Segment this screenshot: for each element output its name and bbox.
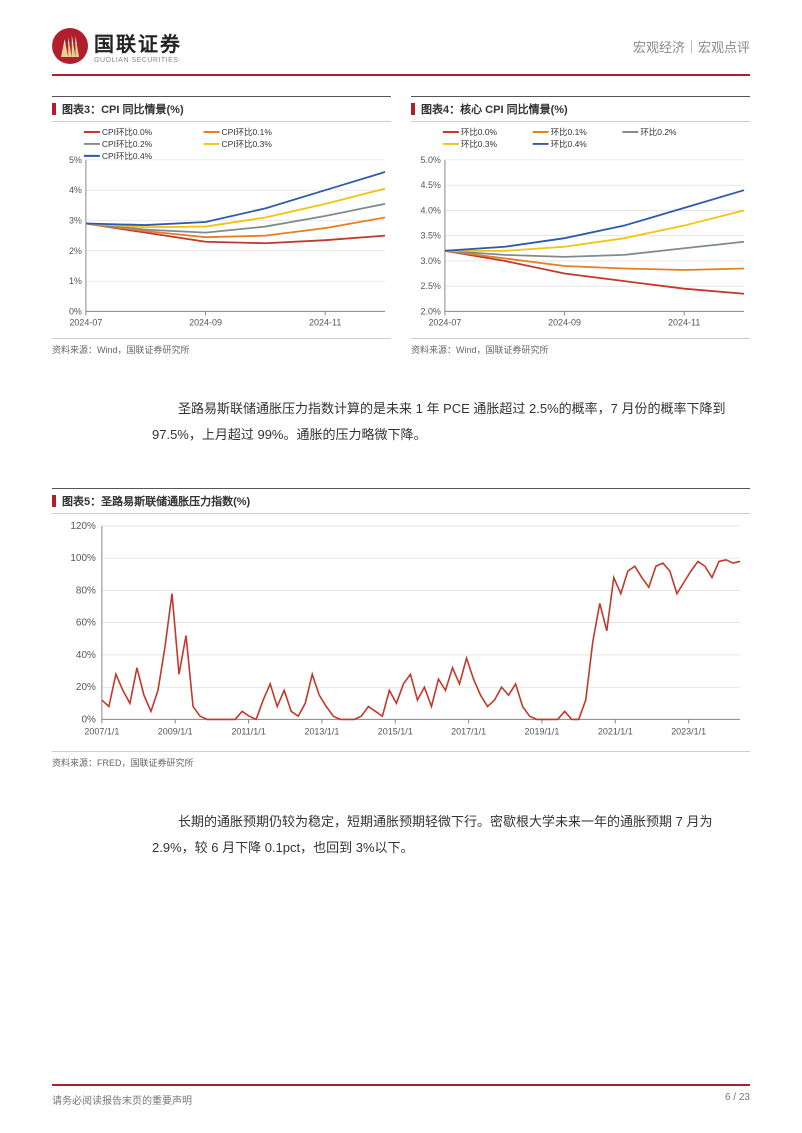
header-category: 宏观经济｜宏观点评 bbox=[633, 37, 750, 56]
chart4-svg: 环比0.0% 环比0.1% 环比0.2% 环比0.3% 环比0.4% 2.0% 2.5% 3.… bbox=[411, 122, 750, 331]
page-footer: 请务必阅读报告末页的重要声明 6 / 23 bbox=[52, 1084, 750, 1107]
svg-text:2015/1/1: 2015/1/1 bbox=[378, 727, 413, 737]
svg-text:环比0.3%: 环比0.3% bbox=[461, 139, 498, 149]
chart5-title: 图表5：圣路易斯联储通胀压力指数(%) bbox=[52, 488, 750, 514]
logo-block: 国联证券 GUOLIAN SECURITIES bbox=[52, 28, 182, 64]
svg-text:环比0.4%: 环比0.4% bbox=[551, 139, 588, 149]
svg-text:20%: 20% bbox=[76, 683, 96, 694]
chart4-title-text: 图表4：核心 CPI 同比情景(%) bbox=[421, 101, 568, 117]
svg-text:2021/1/1: 2021/1/1 bbox=[598, 727, 633, 737]
svg-text:CPI环比0.1%: CPI环比0.1% bbox=[222, 127, 273, 137]
svg-text:2013/1/1: 2013/1/1 bbox=[304, 727, 339, 737]
svg-text:2024-09: 2024-09 bbox=[548, 317, 581, 327]
svg-text:60%: 60% bbox=[76, 618, 96, 629]
svg-text:2007/1/1: 2007/1/1 bbox=[84, 727, 119, 737]
chart3-block: 图表3：CPI 同比情景(%) CPI环比0.0%CPI环比0.1%CPI环比0… bbox=[52, 96, 391, 356]
svg-text:2009/1/1: 2009/1/1 bbox=[158, 727, 193, 737]
chart4-title: 图表4：核心 CPI 同比情景(%) bbox=[411, 96, 750, 122]
svg-text:CPI环比0.4%: CPI环比0.4% bbox=[102, 151, 153, 161]
logo-icon bbox=[52, 28, 88, 64]
chart-row-top: 图表3：CPI 同比情景(%) CPI环比0.0%CPI环比0.1%CPI环比0… bbox=[52, 96, 750, 356]
footer-disclaimer: 请务必阅读报告末页的重要声明 bbox=[52, 1092, 192, 1107]
svg-text:3.0%: 3.0% bbox=[420, 256, 440, 266]
svg-text:环比0.0%: 环比0.0% bbox=[461, 127, 498, 137]
svg-text:4.5%: 4.5% bbox=[420, 180, 440, 190]
chart5-block: 图表5：圣路易斯联储通胀压力指数(%) 0% 20% 40% 60% 80% 100% 12… bbox=[52, 488, 750, 768]
svg-text:5%: 5% bbox=[69, 155, 82, 165]
svg-text:CPI环比0.3%: CPI环比0.3% bbox=[222, 139, 273, 149]
svg-text:5.0%: 5.0% bbox=[420, 155, 440, 165]
svg-text:环比0.1%: 环比0.1% bbox=[551, 127, 588, 137]
svg-text:120%: 120% bbox=[70, 521, 96, 532]
svg-text:2024-07: 2024-07 bbox=[69, 317, 102, 327]
chart5-source: 资料来源：FRED，国联证券研究所 bbox=[52, 751, 750, 769]
svg-text:0%: 0% bbox=[69, 306, 82, 316]
svg-text:2011/1/1: 2011/1/1 bbox=[231, 727, 265, 737]
paragraph-1: 圣路易斯联储通胀压力指数计算的是未来 1 年 PCE 通胀超过 2.5%的概率，… bbox=[152, 396, 750, 448]
svg-text:2017/1/1: 2017/1/1 bbox=[451, 727, 486, 737]
svg-text:2019/1/1: 2019/1/1 bbox=[525, 727, 560, 737]
svg-text:3%: 3% bbox=[69, 215, 82, 225]
chart3-title: 图表3：CPI 同比情景(%) bbox=[52, 96, 391, 122]
svg-text:2.5%: 2.5% bbox=[420, 281, 440, 291]
logo-text: 国联证券 GUOLIAN SECURITIES bbox=[94, 28, 182, 64]
footer-page-number: 6 / 23 bbox=[725, 1092, 750, 1107]
chart5-title-text: 图表5：圣路易斯联储通胀压力指数(%) bbox=[62, 493, 250, 509]
svg-text:2024-11: 2024-11 bbox=[309, 317, 341, 327]
svg-text:4.0%: 4.0% bbox=[420, 205, 440, 215]
svg-text:4%: 4% bbox=[69, 185, 82, 195]
logo-cn: 国联证券 bbox=[94, 28, 182, 57]
logo-en: GUOLIAN SECURITIES bbox=[94, 57, 182, 64]
svg-text:2.0%: 2.0% bbox=[420, 306, 440, 316]
chart4-block: 图表4：核心 CPI 同比情景(%) 环比0.0%环比0.1%环比0.2%环比0… bbox=[411, 96, 750, 356]
svg-text:2024-07: 2024-07 bbox=[428, 317, 461, 327]
svg-text:2%: 2% bbox=[69, 246, 82, 256]
svg-text:CPI环比0.0%: CPI环比0.0% bbox=[102, 127, 153, 137]
chart4-source: 资料来源：Wind，国联证券研究所 bbox=[411, 338, 750, 356]
paragraph-2: 长期的通胀预期仍较为稳定，短期通胀预期轻微下行。密歇根大学未来一年的通胀预期 7… bbox=[152, 809, 750, 861]
svg-text:环比0.2%: 环比0.2% bbox=[640, 127, 677, 137]
svg-text:2024-11: 2024-11 bbox=[668, 317, 700, 327]
svg-text:0%: 0% bbox=[81, 715, 96, 726]
svg-text:1%: 1% bbox=[69, 276, 82, 286]
chart3-svg: CPI环比0.0% CPI环比0.1% CPI环比0.2% CPI环比0.3% CPI环… bbox=[52, 122, 391, 331]
chart3-title-text: 图表3：CPI 同比情景(%) bbox=[62, 101, 184, 117]
svg-text:40%: 40% bbox=[76, 650, 96, 661]
page-header: 国联证券 GUOLIAN SECURITIES 宏观经济｜宏观点评 bbox=[0, 0, 802, 74]
svg-text:3.5%: 3.5% bbox=[420, 231, 440, 241]
svg-text:2024-09: 2024-09 bbox=[189, 317, 222, 327]
svg-text:80%: 80% bbox=[76, 586, 96, 597]
chart3-source: 资料来源：Wind，国联证券研究所 bbox=[52, 338, 391, 356]
svg-text:CPI环比0.2%: CPI环比0.2% bbox=[102, 139, 153, 149]
chart5-svg: 0% 20% 40% 60% 80% 100% 120% 2007/1/1 2009/1/1 20… bbox=[52, 514, 750, 743]
content-area: 图表3：CPI 同比情景(%) CPI环比0.0%CPI环比0.1%CPI环比0… bbox=[0, 76, 802, 861]
svg-text:100%: 100% bbox=[70, 554, 96, 565]
svg-text:2023/1/1: 2023/1/1 bbox=[671, 727, 706, 737]
